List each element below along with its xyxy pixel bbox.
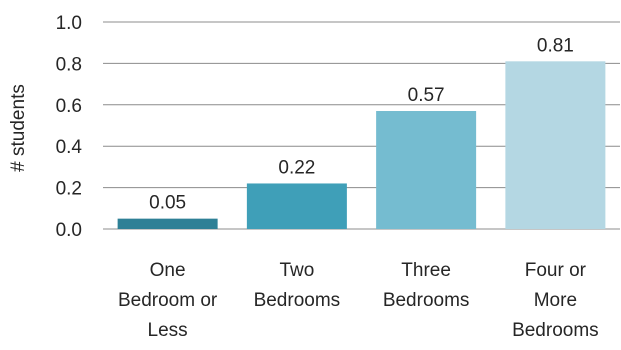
y-tick-label-3: 0.6 (56, 96, 82, 117)
y-tick-label-2: 0.4 (56, 137, 83, 158)
y-axis-title: # students (8, 84, 29, 172)
category-label-4: Four or More Bedrooms (512, 260, 599, 341)
bar-1 (117, 218, 218, 229)
bars (117, 61, 606, 229)
bar-4 (505, 61, 606, 229)
y-tick-label-5: 1.0 (56, 13, 82, 34)
data-labels: 0.05 0.22 0.57 0.81 (149, 35, 574, 213)
data-label-1: 0.05 (149, 193, 186, 214)
y-tick-label-1: 0.2 (56, 179, 82, 200)
y-axis-ticks: 0.0 0.2 0.4 0.6 0.8 1.0 (56, 13, 83, 241)
y-tick-label-4: 0.8 (56, 54, 82, 75)
bar-2 (246, 183, 347, 229)
data-label-2: 0.22 (278, 157, 315, 178)
category-label-2: Two Bedrooms (254, 260, 341, 311)
data-label-3: 0.57 (408, 85, 445, 106)
x-axis-categories: One Bedroom or Less Two Bedrooms Three Bedroom… (118, 260, 599, 341)
category-label-3: Three Bedrooms (383, 260, 470, 311)
y-tick-label-0: 0.0 (56, 220, 82, 241)
category-label-1: One Bedroom or Less (118, 260, 218, 341)
data-label-4: 0.81 (537, 35, 574, 56)
bar-3 (376, 111, 477, 229)
